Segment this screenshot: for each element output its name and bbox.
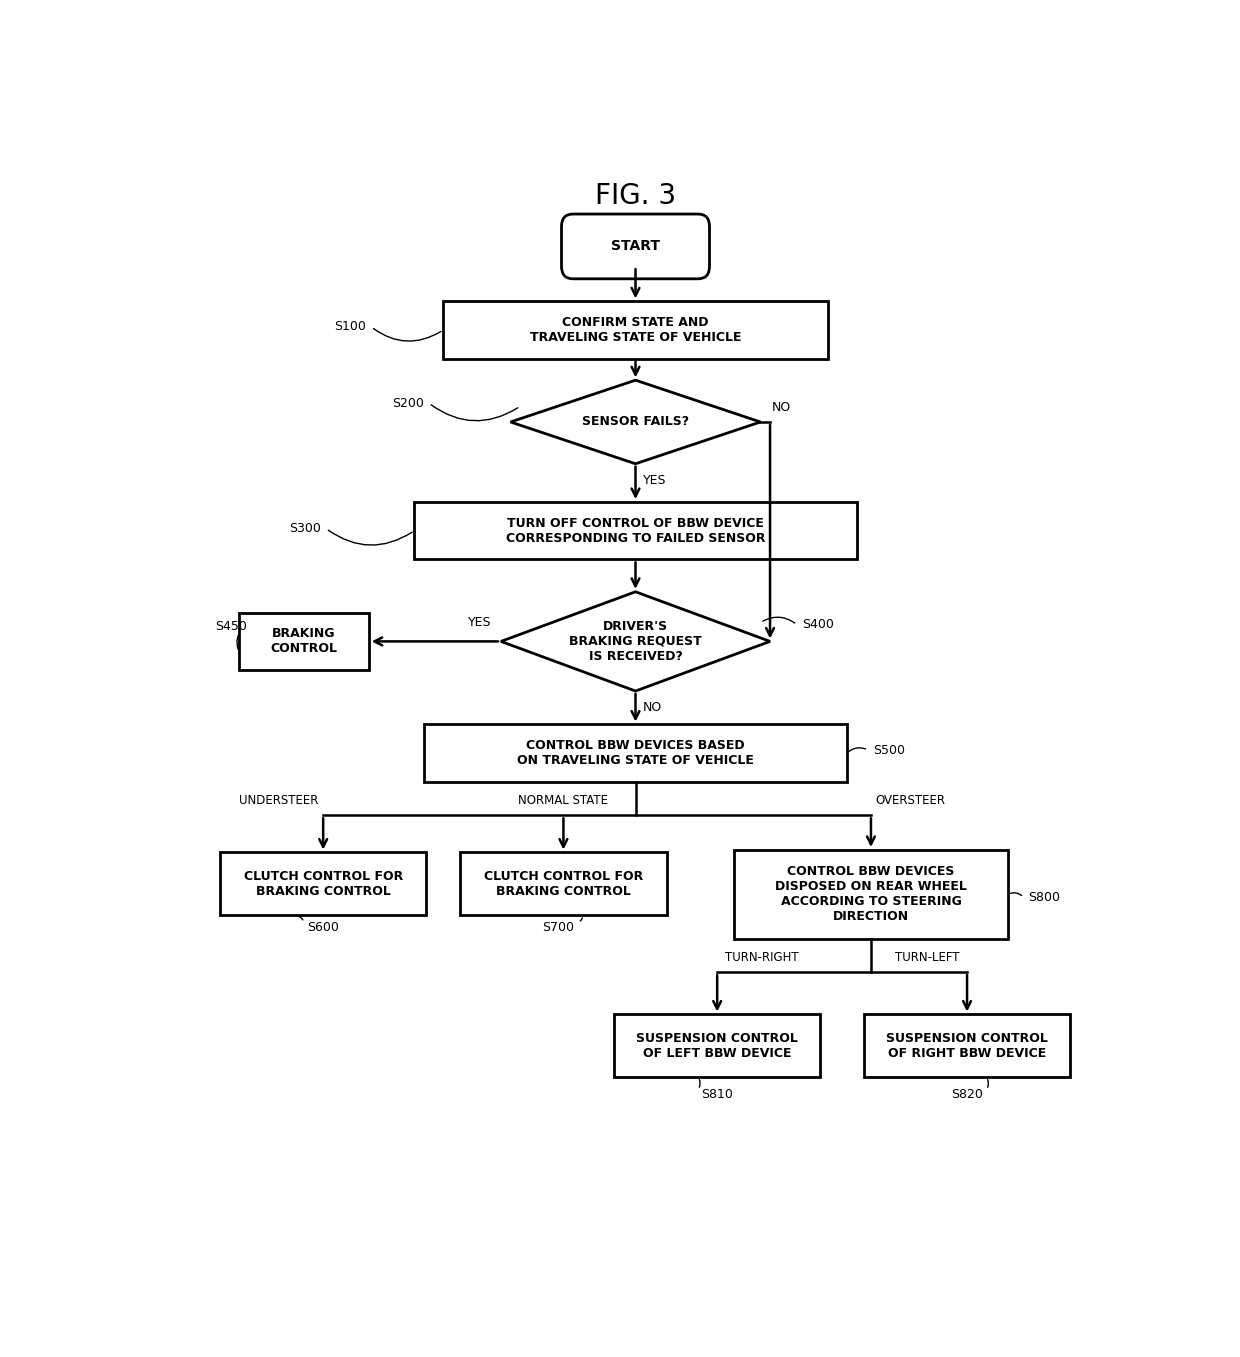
Text: CLUTCH CONTROL FOR
BRAKING CONTROL: CLUTCH CONTROL FOR BRAKING CONTROL bbox=[243, 870, 403, 898]
Bar bbox=[424, 725, 847, 782]
Bar bbox=[614, 1015, 821, 1077]
Bar bbox=[734, 849, 1008, 939]
Text: YES: YES bbox=[467, 616, 491, 628]
Text: S600: S600 bbox=[308, 921, 339, 934]
Text: S800: S800 bbox=[1028, 892, 1060, 904]
Text: S500: S500 bbox=[873, 744, 905, 757]
Text: DRIVER'S
BRAKING REQUEST
IS RECEIVED?: DRIVER'S BRAKING REQUEST IS RECEIVED? bbox=[569, 620, 702, 664]
Text: SENSOR FAILS?: SENSOR FAILS? bbox=[582, 415, 689, 429]
Text: CLUTCH CONTROL FOR
BRAKING CONTROL: CLUTCH CONTROL FOR BRAKING CONTROL bbox=[484, 870, 644, 898]
Text: S100: S100 bbox=[335, 320, 367, 334]
Text: S300: S300 bbox=[289, 522, 321, 535]
Text: UNDERSTEER: UNDERSTEER bbox=[239, 794, 319, 807]
Text: FIG. 3: FIG. 3 bbox=[595, 182, 676, 210]
Text: CONTROL BBW DEVICES BASED
ON TRAVELING STATE OF VEHICLE: CONTROL BBW DEVICES BASED ON TRAVELING S… bbox=[517, 740, 754, 767]
FancyBboxPatch shape bbox=[562, 214, 709, 278]
Text: START: START bbox=[611, 239, 660, 254]
Text: OVERSTEER: OVERSTEER bbox=[875, 794, 946, 807]
Text: NO: NO bbox=[644, 702, 662, 715]
Bar bbox=[460, 852, 667, 915]
Text: BRAKING
CONTROL: BRAKING CONTROL bbox=[270, 627, 337, 655]
Polygon shape bbox=[501, 592, 770, 691]
Text: S400: S400 bbox=[802, 619, 833, 631]
Bar bbox=[239, 612, 368, 670]
Bar bbox=[414, 502, 857, 559]
Text: SUSPENSION CONTROL
OF RIGHT BBW DEVICE: SUSPENSION CONTROL OF RIGHT BBW DEVICE bbox=[887, 1031, 1048, 1060]
Text: TURN-RIGHT: TURN-RIGHT bbox=[725, 951, 799, 963]
Text: TURN-LEFT: TURN-LEFT bbox=[895, 951, 960, 963]
Text: S200: S200 bbox=[392, 396, 424, 410]
Text: S450: S450 bbox=[216, 620, 248, 634]
Text: S700: S700 bbox=[543, 921, 574, 934]
Bar bbox=[444, 301, 828, 358]
Text: CONTROL BBW DEVICES
DISPOSED ON REAR WHEEL
ACCORDING TO STEERING
DIRECTION: CONTROL BBW DEVICES DISPOSED ON REAR WHE… bbox=[775, 866, 967, 923]
Text: S810: S810 bbox=[702, 1088, 733, 1102]
Polygon shape bbox=[511, 380, 760, 464]
Text: TURN OFF CONTROL OF BBW DEVICE
CORRESPONDING TO FAILED SENSOR: TURN OFF CONTROL OF BBW DEVICE CORRESPON… bbox=[506, 517, 765, 544]
Bar bbox=[219, 852, 427, 915]
Text: CONFIRM STATE AND
TRAVELING STATE OF VEHICLE: CONFIRM STATE AND TRAVELING STATE OF VEH… bbox=[529, 316, 742, 345]
Text: NORMAL STATE: NORMAL STATE bbox=[518, 794, 609, 807]
Text: YES: YES bbox=[644, 474, 667, 487]
Text: SUSPENSION CONTROL
OF LEFT BBW DEVICE: SUSPENSION CONTROL OF LEFT BBW DEVICE bbox=[636, 1031, 799, 1060]
Text: S820: S820 bbox=[951, 1088, 983, 1102]
Text: NO: NO bbox=[773, 400, 791, 414]
Bar bbox=[864, 1015, 1070, 1077]
